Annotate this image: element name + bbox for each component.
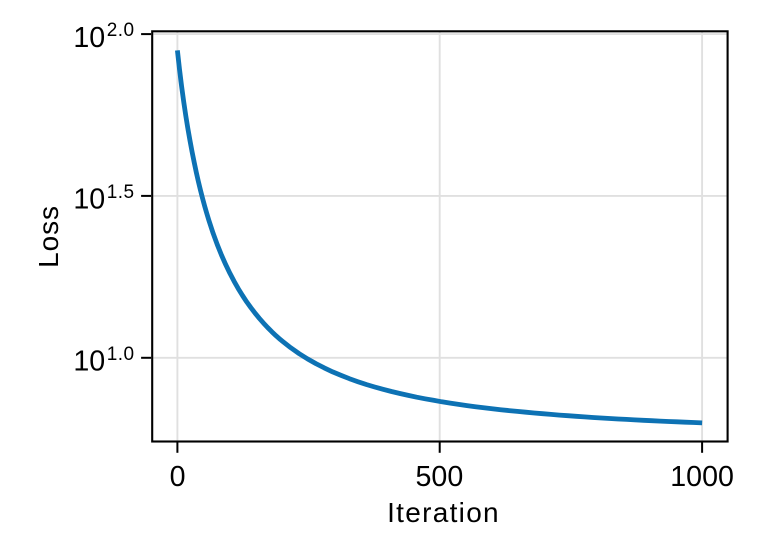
svg-text:2.0: 2.0 [107, 20, 135, 41]
svg-text:0: 0 [170, 461, 186, 493]
svg-text:1000: 1000 [670, 461, 734, 493]
svg-text:10: 10 [73, 346, 105, 378]
svg-text:Loss: Loss [33, 205, 64, 268]
svg-text:1.0: 1.0 [107, 344, 135, 365]
svg-text:500: 500 [416, 461, 464, 493]
svg-text:10: 10 [73, 22, 105, 54]
svg-text:Iteration: Iteration [387, 497, 500, 528]
svg-text:1.5: 1.5 [107, 182, 135, 203]
svg-text:10: 10 [73, 184, 105, 216]
